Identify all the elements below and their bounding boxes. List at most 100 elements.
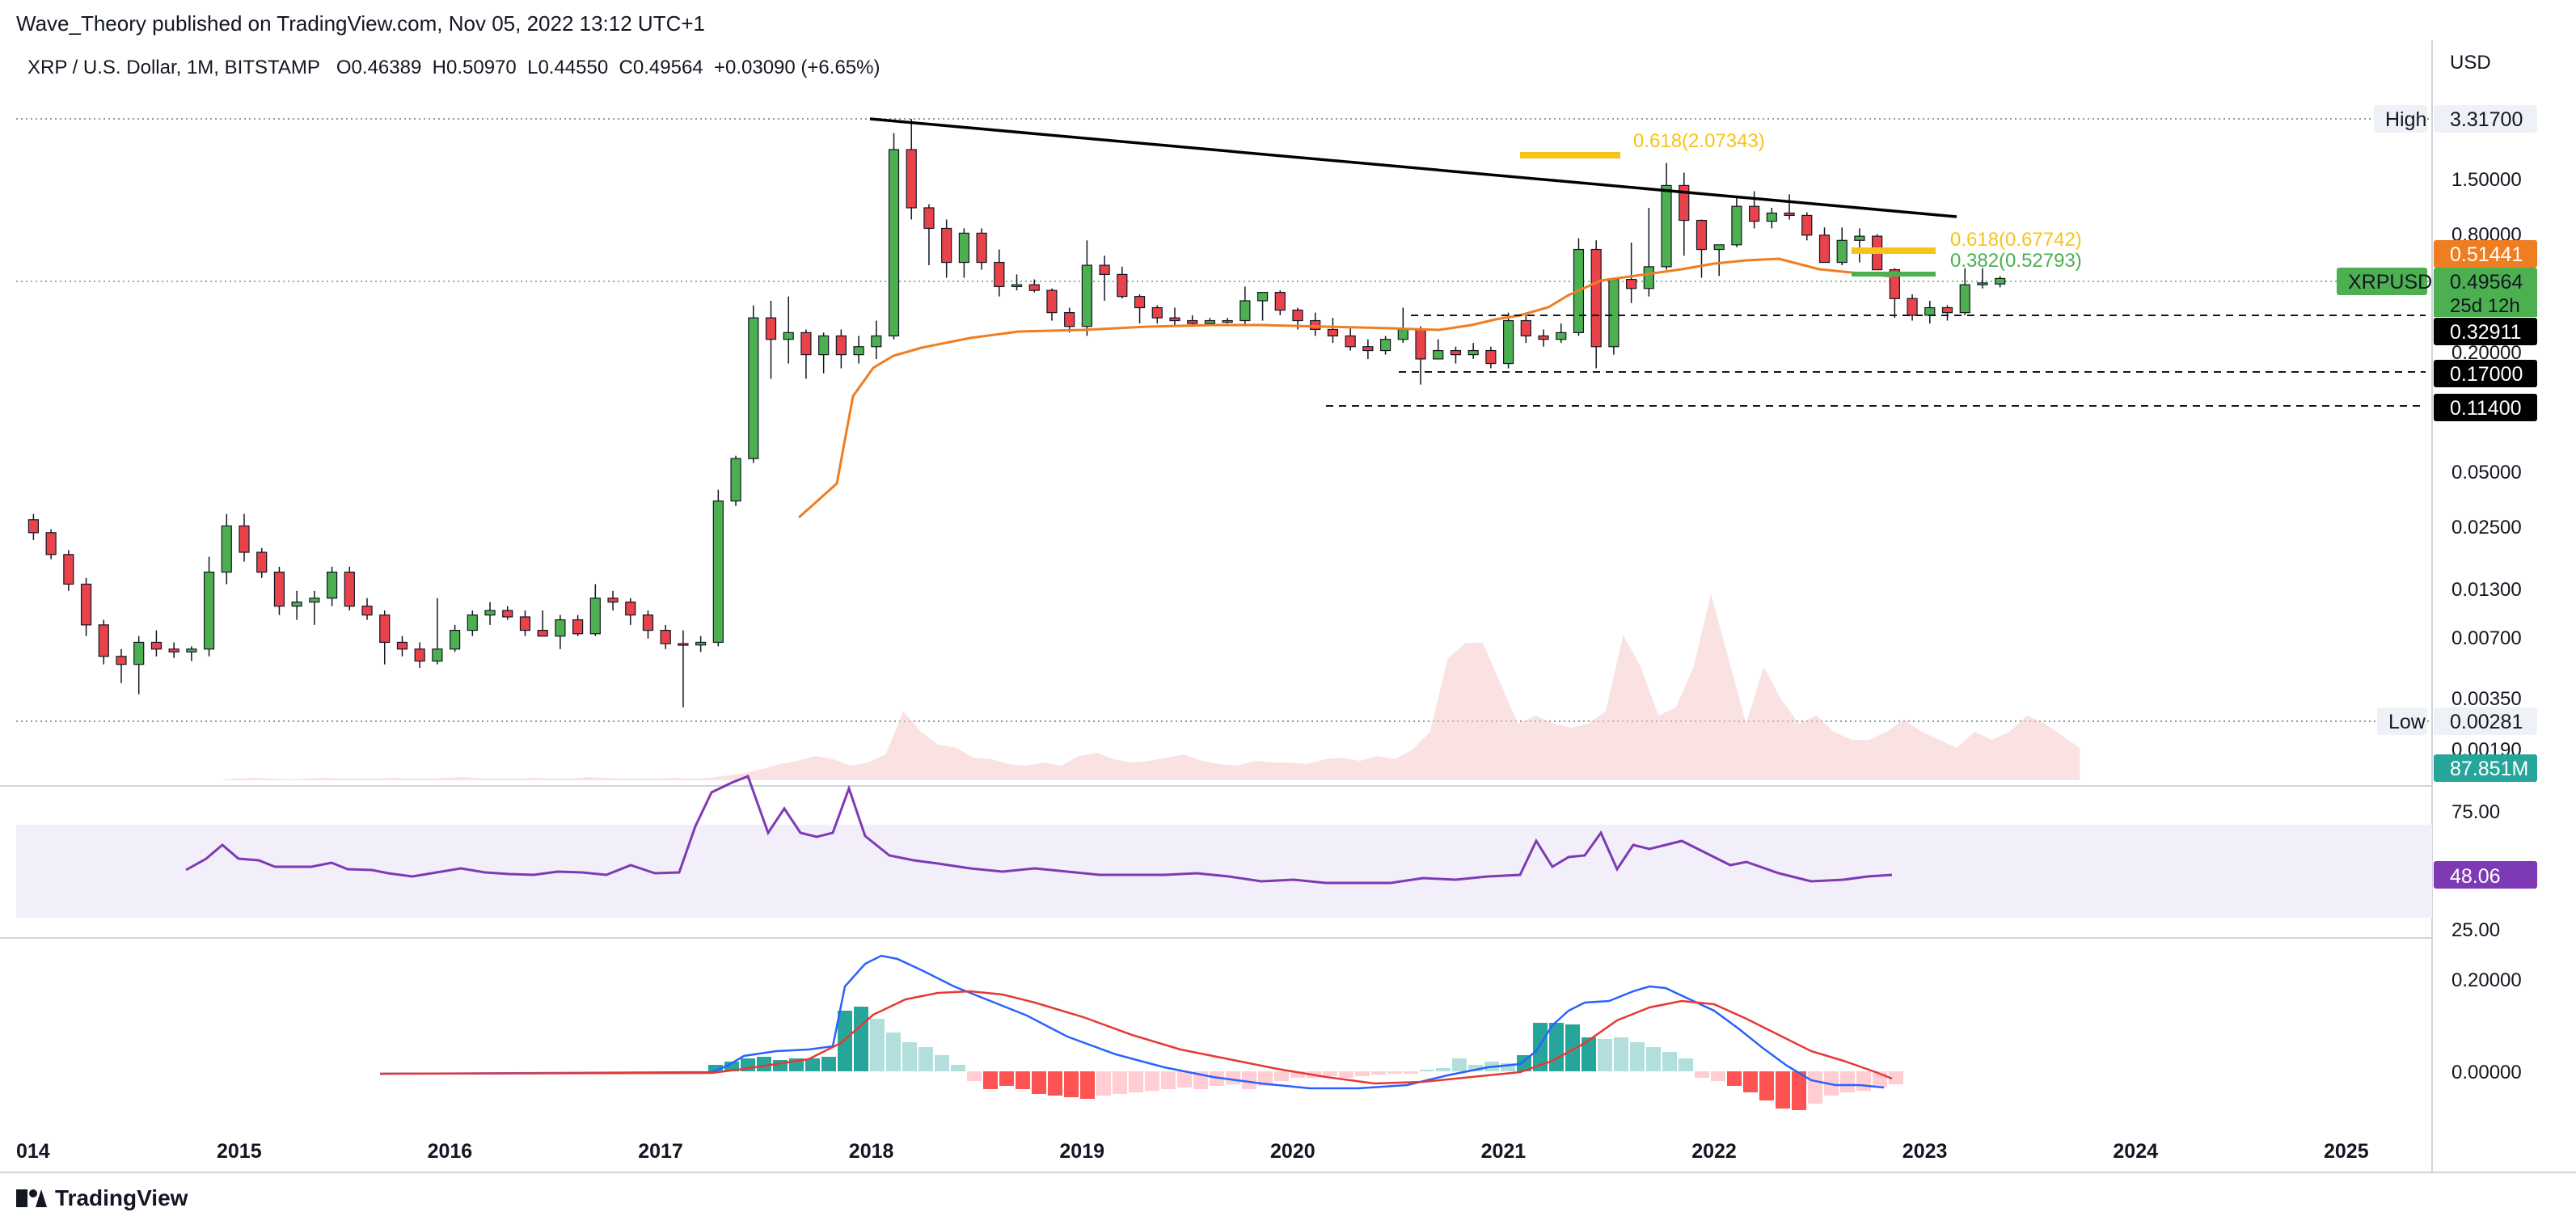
macd-histogram-bar <box>1452 1058 1467 1071</box>
symbol-legend: XRP / U.S. Dollar, 1M, BITSTAMP O0.46389… <box>27 57 880 79</box>
macd-histogram-bar <box>1242 1071 1256 1089</box>
fib-382-label: 0.382(0.52793) <box>1950 250 2082 272</box>
time-tick-label: 014 <box>16 1140 50 1163</box>
macd-histogram-bar <box>1274 1071 1289 1081</box>
macd-histogram-bar <box>1759 1071 1774 1100</box>
candle <box>133 636 145 695</box>
candle <box>660 624 671 649</box>
candle <box>712 489 724 647</box>
tradingview-logo-icon <box>16 1189 47 1207</box>
macd-histogram-bar <box>951 1065 965 1071</box>
support-032-bg <box>2434 318 2537 345</box>
macd-histogram-bar <box>886 1033 901 1071</box>
support-011-bg <box>2434 394 2537 421</box>
candle <box>432 598 443 665</box>
countdown-bg <box>2434 291 2537 317</box>
macd-histogram-bar <box>838 1011 852 1071</box>
candle <box>1256 291 1269 321</box>
candle <box>203 556 215 657</box>
time-tick-label: 2022 <box>1691 1140 1737 1163</box>
macd-histogram-bar <box>1226 1071 1240 1084</box>
macd-histogram-bar <box>1695 1071 1709 1078</box>
macd-histogram-bar <box>1420 1070 1434 1071</box>
current-price: 0.49564 <box>2450 271 2523 294</box>
macd-histogram-bar <box>1808 1071 1822 1104</box>
time-tick-label: 2020 <box>1270 1140 1315 1163</box>
legend-high: H0.50970 <box>432 57 517 78</box>
macd-histogram-bar <box>708 1065 723 1071</box>
macd-histogram-bar <box>1145 1071 1159 1091</box>
fib-618-label: 0.618(0.67742) <box>1950 229 2082 251</box>
brand-name: TradingView <box>55 1185 188 1210</box>
macd-histogram-bar <box>1258 1071 1273 1086</box>
candle <box>291 590 302 620</box>
macd-histogram-bar <box>1048 1071 1062 1096</box>
time-tick-label: 2017 <box>638 1140 683 1163</box>
candle <box>1379 336 1391 355</box>
candle <box>63 550 74 591</box>
candle <box>537 610 548 637</box>
candle <box>1485 346 1497 369</box>
rsi-value-bg <box>2434 861 2537 889</box>
currency-label[interactable]: USD <box>2450 52 2491 74</box>
candle <box>1222 318 1233 324</box>
high-price: 3.31700 <box>2450 108 2523 131</box>
candle <box>730 455 741 506</box>
macd-tick-label: 0.20000 <box>2451 969 2522 991</box>
candle <box>1345 326 1356 351</box>
candle <box>1924 300 1936 324</box>
candle <box>1028 279 1040 293</box>
candle <box>1643 207 1654 297</box>
candle <box>344 566 355 611</box>
candle <box>519 610 531 636</box>
price-tick-label: 0.00350 <box>2451 688 2522 710</box>
macd-histogram-bar <box>918 1047 933 1071</box>
high-price-bg <box>2434 105 2537 133</box>
candle <box>555 614 566 649</box>
low-tag: Low <box>2388 711 2426 733</box>
price-tick-label: 0.02500 <box>2451 517 2522 538</box>
candle <box>467 610 478 636</box>
legend-change: +0.03090 (+6.65%) <box>713 57 880 78</box>
candle <box>1941 305 1953 321</box>
candle <box>221 513 232 585</box>
candle <box>1907 294 1918 321</box>
candle <box>1081 240 1093 336</box>
fib-618-bar <box>1852 247 1936 254</box>
descending-trendline <box>869 117 1957 218</box>
macd-histogram-bar <box>1533 1023 1548 1071</box>
candle <box>414 642 425 668</box>
candle <box>1433 339 1444 360</box>
time-tick-label: 2025 <box>2324 1140 2369 1163</box>
macd-histogram-bar <box>1792 1071 1806 1110</box>
candle <box>150 630 163 657</box>
macd-histogram-bar <box>1630 1042 1645 1071</box>
candle <box>449 624 461 653</box>
candle <box>1169 307 1180 327</box>
macd-histogram-bar <box>1080 1071 1095 1099</box>
symbol-tag-bg <box>2337 268 2427 295</box>
candle <box>1415 326 1426 385</box>
macd-histogram-bar <box>1727 1071 1742 1086</box>
macd-histogram-bar <box>1840 1071 1855 1092</box>
candle <box>958 228 969 278</box>
candle <box>748 305 759 463</box>
candle <box>186 646 197 661</box>
candle <box>906 119 917 220</box>
candle <box>1590 240 1602 369</box>
candle <box>1134 294 1146 324</box>
support-011: 0.11400 <box>2450 397 2522 420</box>
macd-tick-label: 0.00000 <box>2451 1062 2522 1083</box>
candle <box>818 332 830 374</box>
candle <box>273 566 285 615</box>
macd-histogram-bar <box>1598 1039 1612 1071</box>
macd-histogram-bar <box>1323 1071 1337 1076</box>
price-tick-label: 0.00700 <box>2451 627 2522 649</box>
candle <box>695 636 707 653</box>
legend-close: C0.49564 <box>619 57 703 78</box>
macd-histogram-bar <box>821 1057 836 1071</box>
support-017-bg <box>2434 360 2537 387</box>
volume-area <box>25 594 2080 780</box>
macd-histogram-bar <box>805 1058 820 1071</box>
